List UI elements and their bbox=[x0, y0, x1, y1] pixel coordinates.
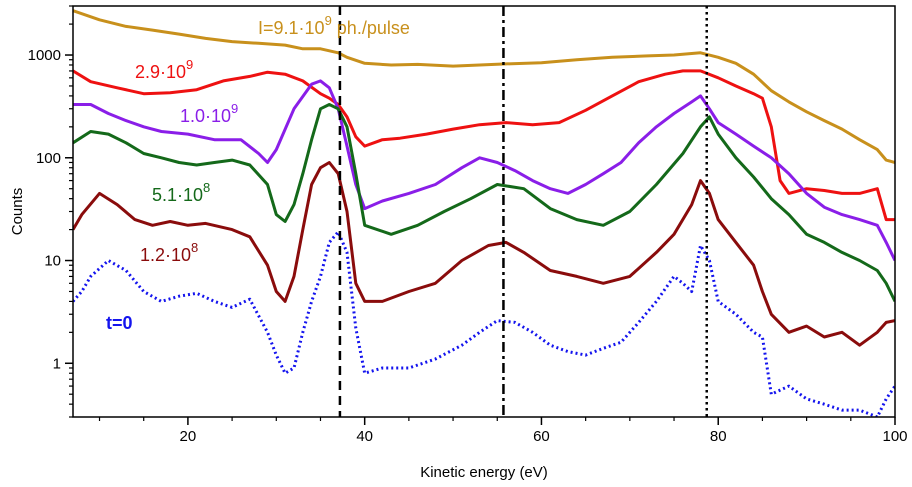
x-tick-label: 20 bbox=[180, 428, 197, 445]
series-label: 5.1·108 bbox=[152, 180, 210, 205]
x-axis-title: Kinetic energy (eV) bbox=[420, 464, 548, 481]
series-label: 1.2·108 bbox=[140, 240, 198, 265]
series-line bbox=[73, 9, 895, 164]
series-label: t=0 bbox=[106, 313, 133, 333]
series-label-base: t=0 bbox=[106, 313, 133, 333]
y-axis-title: Counts bbox=[9, 188, 26, 236]
y-tick-label: 1000 bbox=[28, 47, 61, 64]
series-line bbox=[73, 230, 895, 417]
y-tick-label: 100 bbox=[36, 150, 61, 167]
series-label: 1.0·109 bbox=[180, 101, 238, 126]
series-label-exponent: 9 bbox=[186, 57, 193, 72]
x-tick-label: 100 bbox=[882, 428, 907, 445]
plot-frame bbox=[72, 5, 896, 418]
series-label-exponent: 8 bbox=[203, 180, 210, 195]
series-line bbox=[73, 103, 895, 303]
series-line bbox=[73, 79, 895, 262]
series-labels: I=9.1·109 ph./pulse2.9·1091.0·1095.1·108… bbox=[106, 13, 410, 333]
x-tick-label: 60 bbox=[533, 428, 550, 445]
reference-lines bbox=[338, 6, 708, 417]
series-line bbox=[73, 161, 895, 347]
series-label-base: 5.1·10 bbox=[152, 185, 203, 205]
series-label-suffix: ph./pulse bbox=[332, 18, 410, 38]
series-label-base: 2.9·10 bbox=[135, 62, 186, 82]
plot-area: I=9.1·109 ph./pulse2.9·1091.0·1095.1·108… bbox=[73, 6, 895, 417]
series-line bbox=[73, 69, 895, 222]
y-axis: 1 10 100 1000 bbox=[28, 5, 73, 418]
series-label-exponent: 8 bbox=[191, 240, 198, 255]
y-tick-label: 1 bbox=[53, 355, 61, 372]
series-label-base: I=9.1·10 bbox=[258, 18, 325, 38]
x-tick-label: 40 bbox=[356, 428, 373, 445]
series-label-base: 1.2·10 bbox=[140, 245, 191, 265]
series-label-exponent: 9 bbox=[325, 13, 332, 28]
series-label: 2.9·109 bbox=[135, 57, 193, 82]
y-tick-label: 10 bbox=[44, 253, 61, 270]
series-label-exponent: 9 bbox=[231, 101, 238, 116]
x-axis: 20 40 60 80 100 bbox=[98, 417, 908, 445]
series-layer bbox=[73, 9, 895, 417]
x-tick-label: 80 bbox=[710, 428, 727, 445]
series-label-base: 1.0·10 bbox=[180, 106, 231, 126]
series-label: I=9.1·109 ph./pulse bbox=[258, 13, 410, 38]
